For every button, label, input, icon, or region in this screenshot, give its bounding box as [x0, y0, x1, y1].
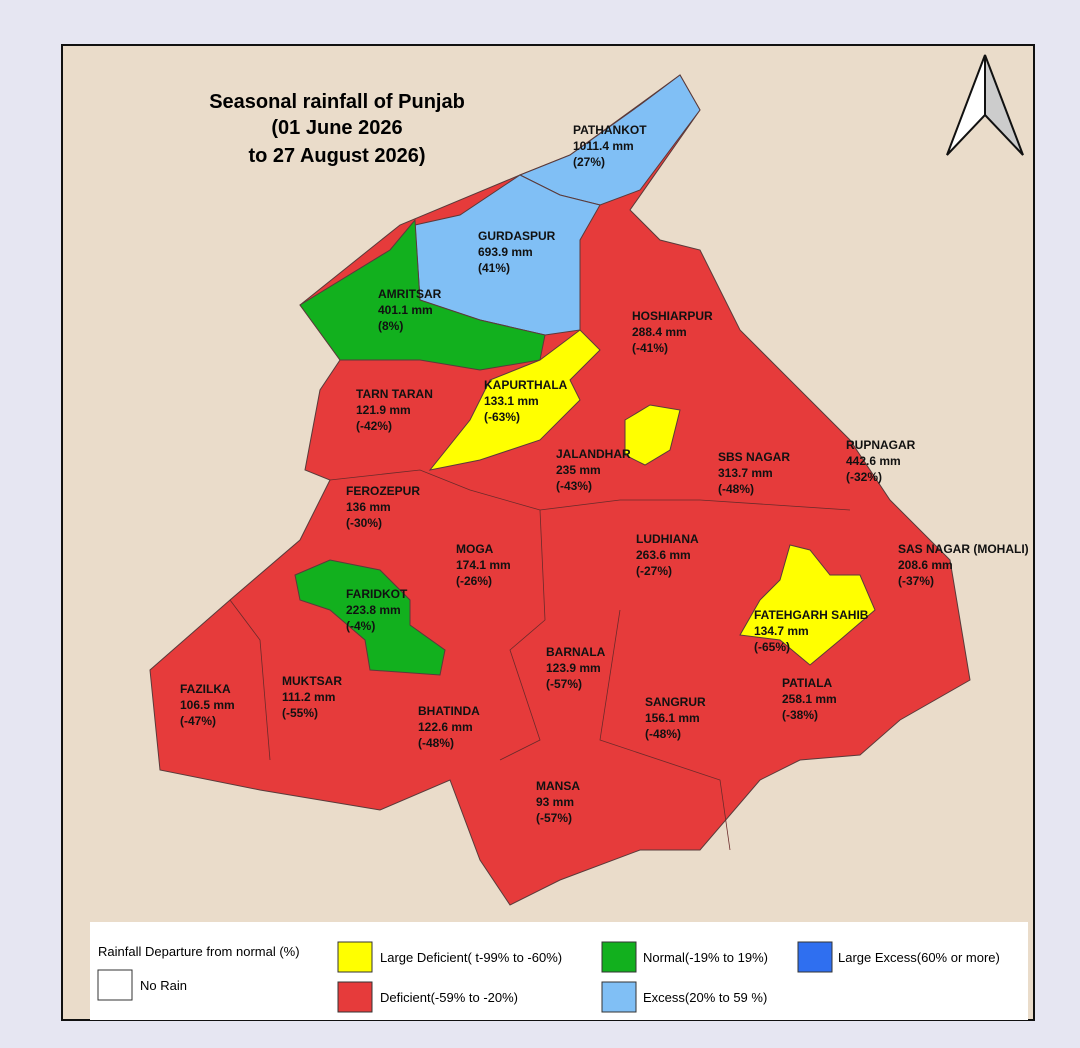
district-departure: (-32%) — [846, 470, 882, 484]
amritsar-area — [299, 218, 546, 371]
district-departure: (-26%) — [456, 574, 492, 588]
district-name: SANGRUR — [645, 695, 706, 709]
district-departure: (-41%) — [632, 341, 668, 355]
district-departure: (-43%) — [556, 479, 592, 493]
district-rainfall: 442.6 mm — [846, 454, 901, 468]
district-rainfall: 93 mm — [536, 795, 574, 809]
district-borders — [229, 599, 271, 761]
district-name: FATEHGARH SAHIB — [754, 608, 869, 622]
map-title: to 27 August 2026) — [248, 145, 425, 167]
district-name: JALANDHAR — [556, 447, 631, 461]
legend-label: No Rain — [140, 978, 187, 993]
district-departure: (-38%) — [782, 708, 818, 722]
legend-swatch — [97, 969, 133, 1001]
district-name: BARNALA — [546, 645, 606, 659]
district-departure: (-37%) — [898, 574, 934, 588]
legend-label: Normal(-19% to 19%) — [643, 950, 768, 965]
district-rainfall: 223.8 mm — [346, 603, 401, 617]
district-name: HOSHIARPUR — [632, 309, 713, 323]
district-rainfall: 136 mm — [346, 500, 391, 514]
legend-label: Large Excess(60% or more) — [838, 950, 1000, 965]
district-rainfall: 401.1 mm — [378, 303, 433, 317]
district-name: SBS NAGAR — [718, 450, 790, 464]
legend-label: Excess(20% to 59 %) — [643, 990, 767, 1005]
district-departure: (-65%) — [754, 640, 790, 654]
district-departure: (8%) — [378, 319, 403, 333]
district-departure: (-48%) — [718, 482, 754, 496]
district-departure: (-55%) — [282, 706, 318, 720]
legend-swatch — [601, 981, 637, 1013]
district-rainfall: 235 mm — [556, 463, 601, 477]
district-departure: (41%) — [478, 261, 510, 275]
legend-swatch — [337, 941, 373, 973]
district-rainfall: 258.1 mm — [782, 692, 837, 706]
district-departure: (-42%) — [356, 419, 392, 433]
district-departure: (27%) — [573, 155, 605, 169]
district-rainfall: 111.2 mm — [282, 690, 335, 704]
district-borders — [599, 609, 731, 851]
district-rainfall: 123.9 mm — [546, 661, 601, 675]
map-title: Seasonal rainfall of Punjab — [209, 91, 465, 113]
legend-box — [90, 922, 1028, 1020]
district-rainfall: 133.1 mm — [484, 394, 539, 408]
district-name: FAZILKA — [180, 682, 231, 696]
district-name: GURDASPUR — [478, 229, 556, 243]
district-name: PATHANKOT — [573, 123, 647, 137]
district-name: TARN TARAN — [356, 387, 433, 401]
district-name: KAPURTHALA — [484, 378, 568, 392]
district-rainfall: 174.1 mm — [456, 558, 511, 572]
district-name: FARIDKOT — [346, 587, 408, 601]
district-rainfall: 134.7 mm — [754, 624, 809, 638]
district-departure: (-30%) — [346, 516, 382, 530]
district-name: MUKTSAR — [282, 674, 342, 688]
legend-swatch — [797, 941, 833, 973]
district-departure: (-27%) — [636, 564, 672, 578]
district-departure: (-48%) — [418, 736, 454, 750]
district-name: SAS NAGAR (MOHALI) — [898, 542, 1029, 556]
map-title: (01 June 2026 — [271, 117, 402, 139]
legend-label: Deficient(-59% to -20%) — [380, 990, 518, 1005]
district-departure: (-63%) — [484, 410, 520, 424]
legend-swatch — [337, 981, 373, 1013]
fatehgarh-area — [739, 544, 876, 666]
legend-title: Rainfall Departure from normal (%) — [98, 944, 300, 959]
district-rainfall: 121.9 mm — [356, 403, 411, 417]
district-rainfall: 263.6 mm — [636, 548, 691, 562]
district-rainfall: 208.6 mm — [898, 558, 953, 572]
legend-swatch — [601, 941, 637, 973]
jalandhar-area — [624, 404, 681, 466]
faridkot-area — [294, 559, 446, 676]
district-labels: PATHANKOT 1011.4 mm (27%) GURDASPUR 693.9 mm… — [180, 123, 1029, 825]
arrow-right — [984, 54, 1024, 156]
district-borders — [499, 509, 546, 761]
district-name: PATIALA — [782, 676, 833, 690]
district-rainfall: 106.5 mm — [180, 698, 235, 712]
district-name: AMRITSAR — [378, 287, 442, 301]
district-departure: (-4%) — [346, 619, 375, 633]
north-arrow — [946, 54, 1024, 156]
punjab-map — [149, 74, 971, 906]
district-rainfall: 288.4 mm — [632, 325, 687, 339]
kapurthala-area — [428, 329, 601, 471]
district-departure: (-48%) — [645, 727, 681, 741]
district-name: RUPNAGAR — [846, 438, 916, 452]
legend-label: Large Deficient( t-99% to -60%) — [380, 950, 562, 965]
district-name: LUDHIANA — [636, 532, 699, 546]
district-departure: (-57%) — [536, 811, 572, 825]
district-name: MOGA — [456, 542, 494, 556]
district-name: MANSA — [536, 779, 580, 793]
district-rainfall: 313.7 mm — [718, 466, 773, 480]
district-rainfall: 156.1 mm — [645, 711, 700, 725]
district-name: BHATINDA — [418, 704, 480, 718]
district-departure: (-57%) — [546, 677, 582, 691]
district-name: FEROZEPUR — [346, 484, 420, 498]
district-rainfall: 1011.4 mm — [573, 139, 634, 153]
district-rainfall: 693.9 mm — [478, 245, 533, 259]
district-rainfall: 122.6 mm — [418, 720, 473, 734]
district-departure: (-47%) — [180, 714, 216, 728]
legend: No Rain Large Deficient( t-99% to -60%) De… — [97, 941, 1000, 1013]
